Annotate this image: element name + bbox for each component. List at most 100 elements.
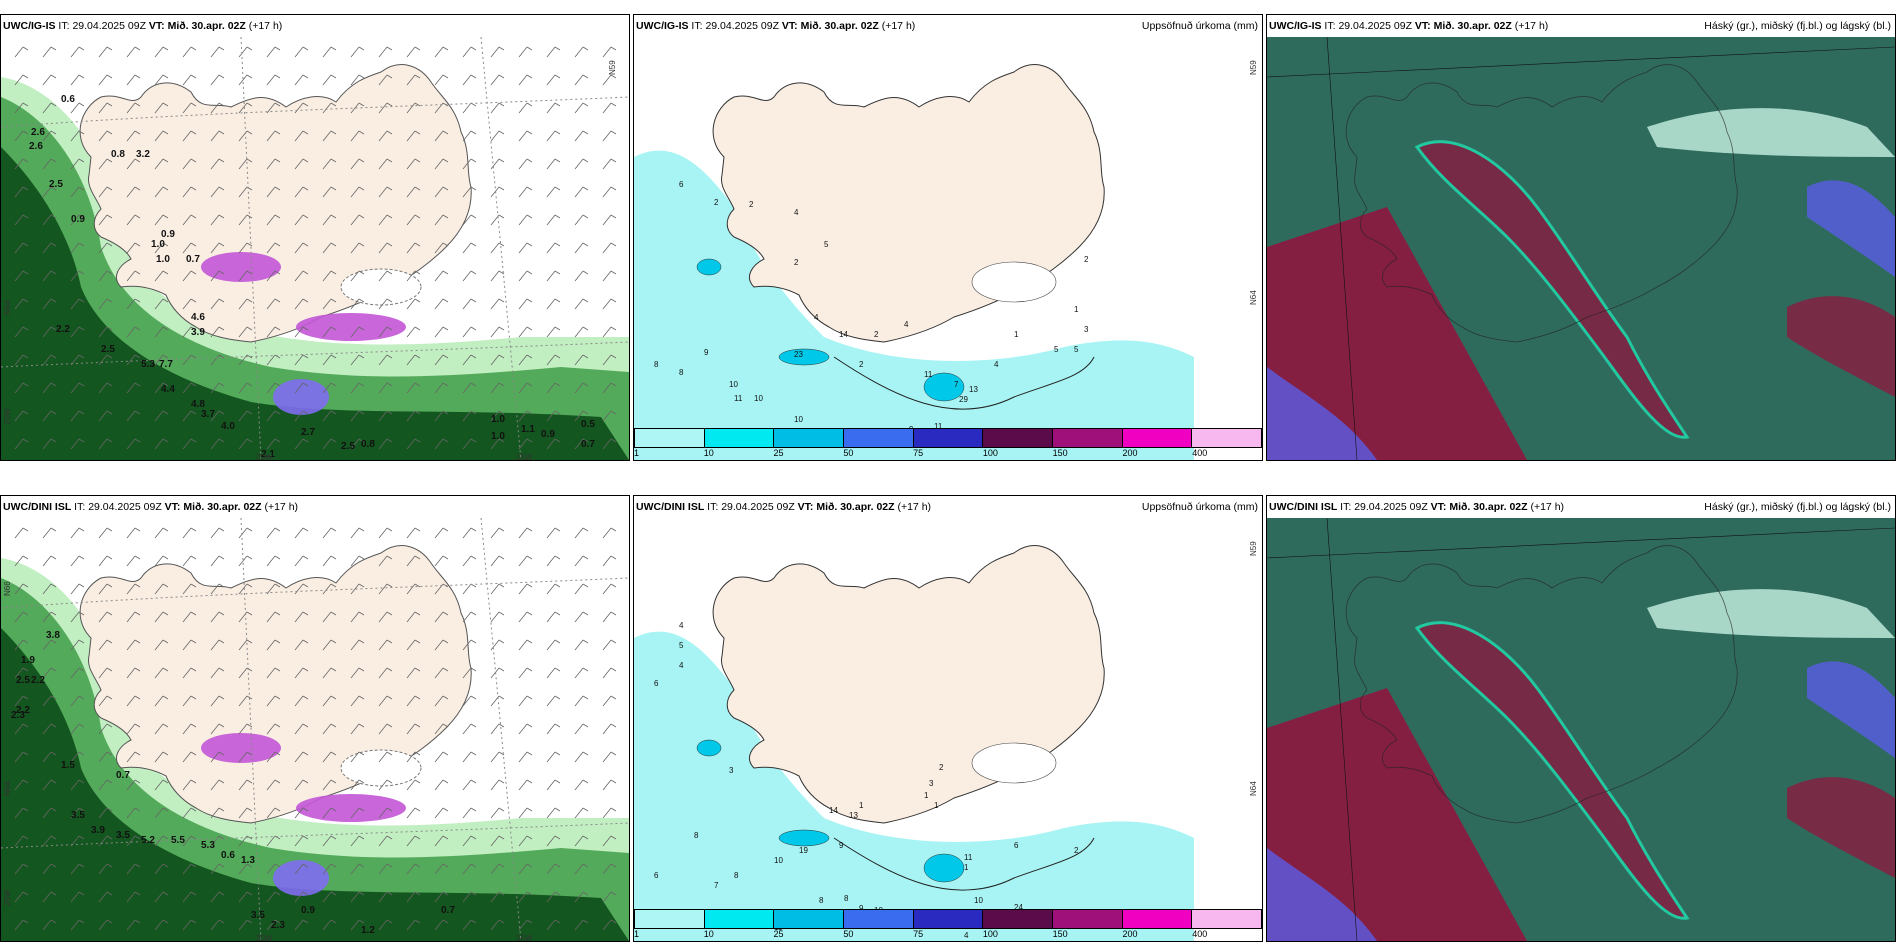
map-value-label: 4 — [994, 360, 999, 369]
map-value-label: 2 — [874, 330, 879, 339]
map-value-label: 6 — [1014, 841, 1019, 850]
map-value-label: 8 — [694, 831, 699, 840]
map-value-label: 4.8 — [191, 399, 205, 410]
map-canvas[interactable]: 3.81.92.52.22.22.31.50.73.53.9 3.5 5.2 5.5 5… — [1, 518, 629, 941]
map-value-label: 9 — [859, 904, 864, 913]
map-value-label: 5 — [679, 641, 684, 650]
header-it-label: IT: — [691, 20, 703, 32]
header-model: UWC/DINI ISL — [3, 501, 72, 513]
header-model: UWC/DINI ISL — [636, 501, 705, 513]
map-value-label: 3.9 — [91, 825, 105, 836]
precip-colorbar — [634, 909, 1262, 929]
weather-map[interactable]: 3.8 1.9 2.5 2.2 2.2 2.3 1.5 0.7 3.5 3.9 3.5 5.2 5.5 5… — [1, 518, 629, 941]
grid-label: 25W — [3, 889, 12, 906]
colorbar-cell — [913, 910, 984, 928]
map-value-label: 1 — [1074, 305, 1079, 314]
map-value-label: 3.7 — [201, 409, 215, 420]
map-value-label: 8 — [734, 871, 739, 880]
header-vt-label: VT: — [797, 501, 814, 513]
map-value-label: 2.2 — [31, 675, 45, 686]
colorbar-tick-label: 25 — [773, 929, 784, 939]
map-value-label: 10 — [974, 896, 983, 905]
map-value-label: 2 — [1074, 846, 1079, 855]
weather-map[interactable]: 6224524988101110102314224117455321199111… — [634, 37, 1262, 460]
map-value-label: 1.0 — [491, 414, 505, 425]
map-value-label: 8 — [819, 896, 824, 905]
map-value-label: 29 — [959, 395, 968, 404]
colorbar-tick-label: 1 — [634, 929, 640, 939]
map-value-label: 2 — [859, 360, 864, 369]
header-model: UWC/IG-IS — [636, 20, 689, 32]
colorbar-cell — [704, 910, 775, 928]
colorbar-tick-label: 150 — [1052, 448, 1068, 458]
panel-header: UWC/DINI ISL IT: 29.04.2025 09Z VT: Mið.… — [634, 496, 1262, 518]
colorbar-cell — [704, 429, 775, 447]
map-value-label: 4.0 — [221, 421, 235, 432]
map-value-label: 1 — [1014, 330, 1019, 339]
map-value-label: 5.3 — [201, 840, 215, 851]
map-value-label: 2.2 — [56, 324, 70, 335]
header-lead: (+17 h) — [897, 501, 932, 513]
map-value-label: 11 — [934, 422, 943, 431]
header-it-label: IT: — [74, 501, 86, 513]
map-value-label: 0.9 — [541, 429, 555, 440]
map-value-label: 4 — [794, 208, 799, 217]
header-it-value: 29.04.2025 09Z — [88, 501, 162, 513]
map-value-label: 3 — [929, 779, 934, 788]
map-value-label: 5.3 — [141, 359, 155, 370]
weather-map[interactable] — [1267, 518, 1895, 941]
map-value-label: 0.7 — [441, 905, 455, 916]
header-lead: (+17 h) — [264, 501, 299, 513]
weather-map[interactable]: 4546368781019913141231111161024889101142… — [634, 518, 1262, 941]
map-value-label: 2.6 — [29, 141, 43, 152]
header-it-value: 29.04.2025 09Z — [721, 501, 795, 513]
header-lead: (+17 h) — [881, 20, 916, 32]
panel-clouds-igis: UWC/IG-IS IT: 29.04.2025 09Z VT: Mið. 30… — [1266, 14, 1896, 461]
map-value-label: 24 — [1014, 903, 1023, 912]
panel-accum-precip-dini: UWC/DINI ISL IT: 29.04.2025 09Z VT: Mið.… — [633, 495, 1263, 942]
map-canvas[interactable]: 4546368781019913141231111161024889101142… — [634, 518, 1262, 941]
colorbar-tick-label: 400 — [1192, 448, 1208, 458]
map-value-label: 2 — [749, 200, 754, 209]
map-value-label: 1.1 — [521, 424, 535, 435]
map-value-label: 2.5 — [101, 344, 115, 355]
map-value-label: 4 — [814, 313, 819, 322]
colorbar-cell — [774, 910, 845, 928]
map-value-label: 10 — [794, 415, 803, 424]
map-value-label: 3.8 — [46, 630, 60, 641]
header-it-label: IT: — [1340, 501, 1352, 513]
header-vt-label: VT: — [1430, 501, 1447, 513]
map-value-label: 3.2 — [136, 149, 150, 160]
map-canvas[interactable]: 6224524988101110102314224117455321199111… — [634, 37, 1262, 460]
colorbar-cell — [1053, 910, 1123, 928]
map-value-label: 13 — [969, 385, 978, 394]
colorbar-ticks: 1 10 25 50 75 100 150 200 400 — [634, 929, 1262, 941]
map-canvas[interactable] — [1267, 518, 1895, 941]
colorbar-tick-label: 100 — [982, 448, 998, 458]
weather-map[interactable] — [1267, 37, 1895, 460]
map-canvas[interactable] — [1267, 37, 1895, 460]
header-model: UWC/DINI ISL — [1269, 501, 1338, 513]
map-value-label: 1.0 — [491, 431, 505, 442]
map-value-label: 7 — [954, 380, 959, 389]
map-value-label: 1 — [964, 863, 969, 872]
map-value-label: 13 — [849, 811, 858, 820]
header-vt-label: VT: — [148, 20, 165, 32]
map-value-label: 0.7 — [581, 439, 595, 450]
map-value-label: 2.2 — [16, 705, 30, 716]
map-value-label: 1 — [859, 801, 864, 810]
header-model: UWC/IG-IS — [3, 20, 56, 32]
map-value-label: 2 — [939, 763, 944, 772]
map-value-label: 0.9 — [301, 905, 315, 916]
header-vt-value: Mið. 30.apr. 02Z — [1449, 501, 1528, 513]
colorbar-cell — [1122, 429, 1193, 447]
weather-map[interactable]: 0.6 2.6 2.6 2.5 0.9 0.8 3.2 1.0 0.9 1.0 0.7 2.2 2.5 4… — [1, 37, 629, 460]
map-value-label: 4.4 — [161, 384, 175, 395]
map-canvas[interactable]: 0.62.62.62.50.90.8 3.21.00.91.0 0.72.22.54… — [1, 37, 629, 460]
map-value-label: 19 — [799, 846, 808, 855]
colorbar-cell — [983, 429, 1054, 447]
colorbar-cell — [913, 429, 984, 447]
map-value-label: 4 — [964, 931, 969, 940]
header-lead: (+17 h) — [1530, 501, 1565, 513]
header-it-label: IT: — [1324, 20, 1336, 32]
